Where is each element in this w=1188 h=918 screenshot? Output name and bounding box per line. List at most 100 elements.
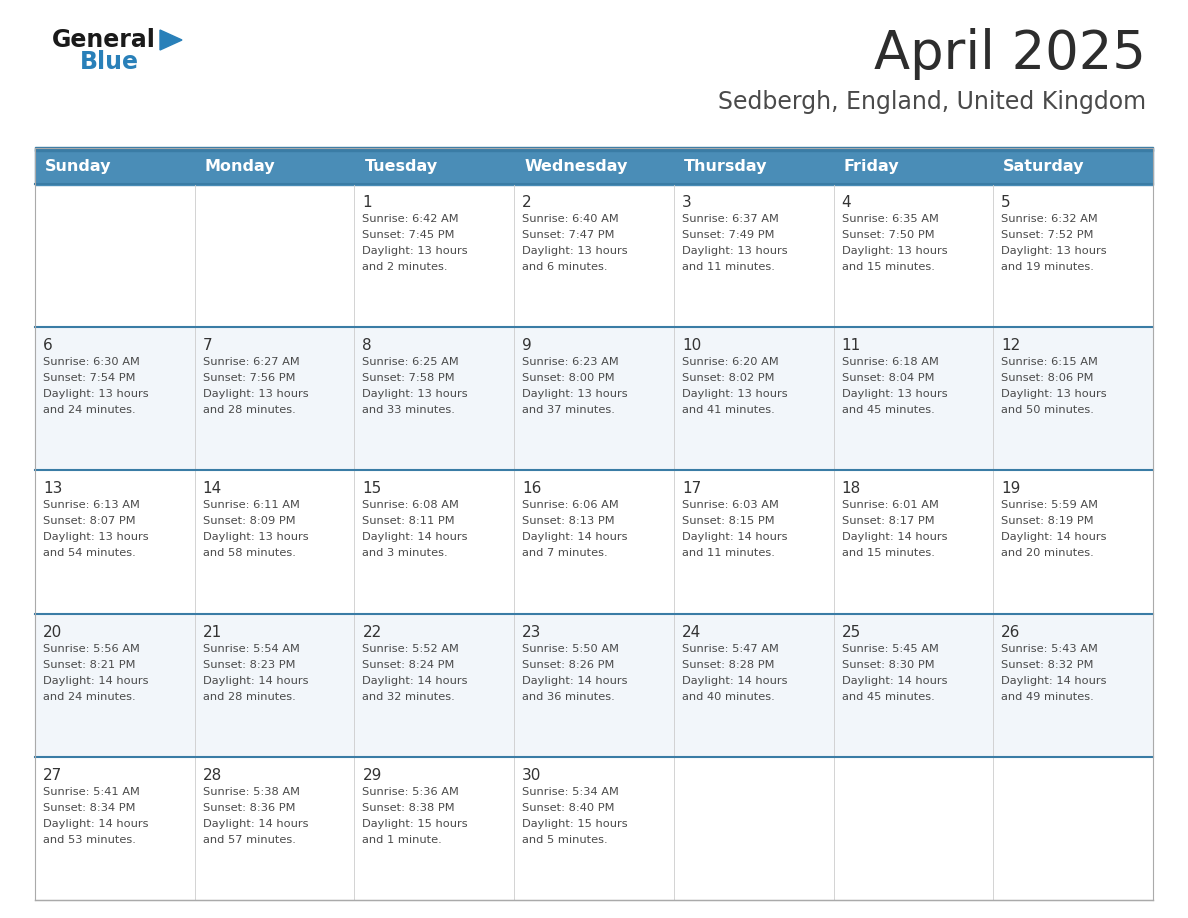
Text: Sunrise: 5:52 AM: Sunrise: 5:52 AM [362, 644, 460, 654]
Text: Sunset: 8:24 PM: Sunset: 8:24 PM [362, 660, 455, 669]
Text: Sunrise: 5:36 AM: Sunrise: 5:36 AM [362, 787, 460, 797]
Text: Sunrise: 5:47 AM: Sunrise: 5:47 AM [682, 644, 778, 654]
Text: Daylight: 14 hours: Daylight: 14 hours [1001, 676, 1107, 686]
Text: Daylight: 15 hours: Daylight: 15 hours [362, 819, 468, 829]
Text: and 1 minute.: and 1 minute. [362, 834, 442, 845]
Text: 12: 12 [1001, 338, 1020, 353]
Text: Sunset: 8:09 PM: Sunset: 8:09 PM [203, 517, 296, 526]
Text: Sunset: 8:32 PM: Sunset: 8:32 PM [1001, 660, 1094, 669]
Bar [34, 756, 1154, 900]
Text: and 36 minutes.: and 36 minutes. [523, 691, 615, 701]
Text: Sunset: 8:23 PM: Sunset: 8:23 PM [203, 660, 295, 669]
Text: Sunset: 8:00 PM: Sunset: 8:00 PM [523, 374, 614, 383]
Text: and 11 minutes.: and 11 minutes. [682, 548, 775, 558]
Bar [34, 149, 1154, 185]
Text: Sunrise: 6:23 AM: Sunrise: 6:23 AM [523, 357, 619, 367]
Text: and 15 minutes.: and 15 minutes. [841, 548, 935, 558]
Text: Sunrise: 6:35 AM: Sunrise: 6:35 AM [841, 214, 939, 224]
Text: Sunrise: 6:18 AM: Sunrise: 6:18 AM [841, 357, 939, 367]
Text: and 33 minutes.: and 33 minutes. [362, 405, 455, 415]
Text: Sunrise: 5:38 AM: Sunrise: 5:38 AM [203, 787, 299, 797]
Text: 4: 4 [841, 195, 851, 210]
Text: Sunset: 8:13 PM: Sunset: 8:13 PM [523, 517, 614, 526]
Text: Sunrise: 6:27 AM: Sunrise: 6:27 AM [203, 357, 299, 367]
Text: Sunset: 8:04 PM: Sunset: 8:04 PM [841, 374, 934, 383]
Text: Sunrise: 5:56 AM: Sunrise: 5:56 AM [43, 644, 140, 654]
Text: 11: 11 [841, 338, 861, 353]
Text: Sunrise: 5:50 AM: Sunrise: 5:50 AM [523, 644, 619, 654]
Text: and 32 minutes.: and 32 minutes. [362, 691, 455, 701]
Text: and 24 minutes.: and 24 minutes. [43, 691, 135, 701]
Text: and 20 minutes.: and 20 minutes. [1001, 548, 1094, 558]
Text: 27: 27 [43, 767, 62, 783]
Text: Sunrise: 5:43 AM: Sunrise: 5:43 AM [1001, 644, 1098, 654]
Text: Sunset: 8:11 PM: Sunset: 8:11 PM [362, 517, 455, 526]
Text: Sunrise: 6:32 AM: Sunrise: 6:32 AM [1001, 214, 1098, 224]
Text: Sunrise: 6:20 AM: Sunrise: 6:20 AM [682, 357, 778, 367]
Text: Daylight: 13 hours: Daylight: 13 hours [203, 532, 309, 543]
Text: Daylight: 13 hours: Daylight: 13 hours [523, 246, 627, 256]
Text: Sunrise: 5:45 AM: Sunrise: 5:45 AM [841, 644, 939, 654]
Text: Sunday: Sunday [45, 160, 112, 174]
Text: Sunset: 8:02 PM: Sunset: 8:02 PM [682, 374, 775, 383]
Text: Sunset: 8:26 PM: Sunset: 8:26 PM [523, 660, 614, 669]
Text: and 5 minutes.: and 5 minutes. [523, 834, 608, 845]
Text: Daylight: 13 hours: Daylight: 13 hours [682, 246, 788, 256]
Text: and 6 minutes.: and 6 minutes. [523, 262, 607, 272]
Text: April 2025: April 2025 [874, 28, 1146, 80]
Text: Sunset: 7:50 PM: Sunset: 7:50 PM [841, 230, 934, 240]
Text: 10: 10 [682, 338, 701, 353]
Text: Sunrise: 5:41 AM: Sunrise: 5:41 AM [43, 787, 140, 797]
Text: 2: 2 [523, 195, 532, 210]
Text: and 40 minutes.: and 40 minutes. [682, 691, 775, 701]
Text: 19: 19 [1001, 481, 1020, 497]
Text: Monday: Monday [204, 160, 276, 174]
Text: and 53 minutes.: and 53 minutes. [43, 834, 135, 845]
Text: Thursday: Thursday [684, 160, 767, 174]
Text: and 2 minutes.: and 2 minutes. [362, 262, 448, 272]
Text: and 41 minutes.: and 41 minutes. [682, 405, 775, 415]
Text: Sunrise: 5:54 AM: Sunrise: 5:54 AM [203, 644, 299, 654]
Text: 21: 21 [203, 624, 222, 640]
Text: Daylight: 13 hours: Daylight: 13 hours [682, 389, 788, 399]
Text: Saturday: Saturday [1004, 160, 1085, 174]
Text: Sunset: 8:15 PM: Sunset: 8:15 PM [682, 517, 775, 526]
Text: Sunset: 8:38 PM: Sunset: 8:38 PM [362, 803, 455, 812]
Text: Daylight: 14 hours: Daylight: 14 hours [682, 676, 788, 686]
Text: Daylight: 13 hours: Daylight: 13 hours [1001, 246, 1107, 256]
Text: and 24 minutes.: and 24 minutes. [43, 405, 135, 415]
Text: Sunrise: 6:11 AM: Sunrise: 6:11 AM [203, 500, 299, 510]
Text: 9: 9 [523, 338, 532, 353]
Text: Sunrise: 5:34 AM: Sunrise: 5:34 AM [523, 787, 619, 797]
Text: Sunset: 8:06 PM: Sunset: 8:06 PM [1001, 374, 1094, 383]
Text: Tuesday: Tuesday [365, 160, 437, 174]
Text: Daylight: 13 hours: Daylight: 13 hours [1001, 389, 1107, 399]
Text: Sunset: 8:40 PM: Sunset: 8:40 PM [523, 803, 614, 812]
Text: Sunrise: 6:37 AM: Sunrise: 6:37 AM [682, 214, 778, 224]
Text: Sunrise: 6:40 AM: Sunrise: 6:40 AM [523, 214, 619, 224]
Text: Sunrise: 6:13 AM: Sunrise: 6:13 AM [43, 500, 140, 510]
Bar [34, 147, 1154, 151]
Text: and 28 minutes.: and 28 minutes. [203, 405, 296, 415]
Text: Daylight: 13 hours: Daylight: 13 hours [362, 246, 468, 256]
Text: Sunrise: 5:59 AM: Sunrise: 5:59 AM [1001, 500, 1098, 510]
Text: 25: 25 [841, 624, 861, 640]
Text: Sunset: 8:34 PM: Sunset: 8:34 PM [43, 803, 135, 812]
Text: 24: 24 [682, 624, 701, 640]
Text: Daylight: 13 hours: Daylight: 13 hours [841, 246, 947, 256]
Text: Sunset: 7:47 PM: Sunset: 7:47 PM [523, 230, 614, 240]
Text: Daylight: 14 hours: Daylight: 14 hours [1001, 532, 1107, 543]
Text: Sunset: 7:49 PM: Sunset: 7:49 PM [682, 230, 775, 240]
Text: Daylight: 14 hours: Daylight: 14 hours [362, 532, 468, 543]
Text: Daylight: 13 hours: Daylight: 13 hours [841, 389, 947, 399]
Text: Sunrise: 6:03 AM: Sunrise: 6:03 AM [682, 500, 778, 510]
Text: 1: 1 [362, 195, 372, 210]
Text: Sunrise: 6:30 AM: Sunrise: 6:30 AM [43, 357, 140, 367]
Text: Sunrise: 6:42 AM: Sunrise: 6:42 AM [362, 214, 459, 224]
Text: 29: 29 [362, 767, 381, 783]
Text: 8: 8 [362, 338, 372, 353]
Text: and 3 minutes.: and 3 minutes. [362, 548, 448, 558]
Text: 14: 14 [203, 481, 222, 497]
Text: Daylight: 14 hours: Daylight: 14 hours [523, 532, 627, 543]
Text: Daylight: 13 hours: Daylight: 13 hours [43, 532, 148, 543]
